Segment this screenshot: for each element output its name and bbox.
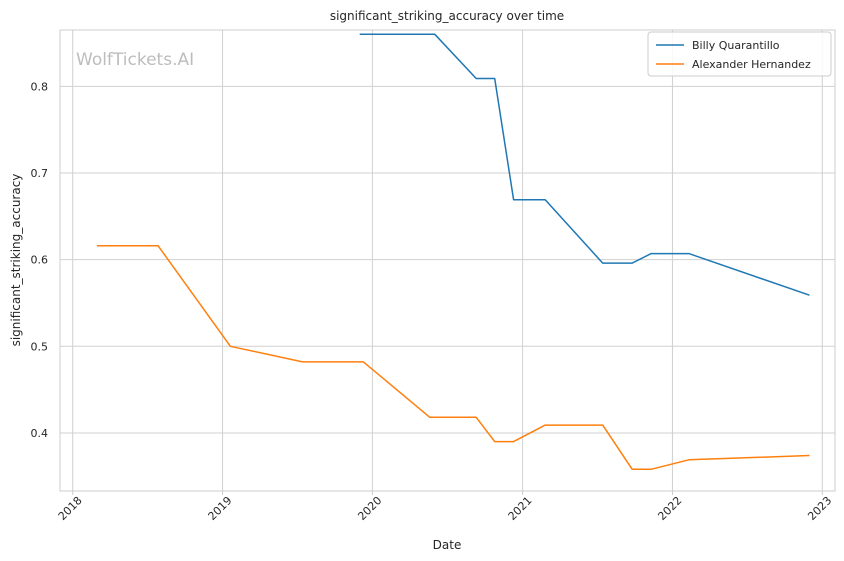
series-lines bbox=[96, 33, 810, 471]
x-axis-title: Date bbox=[433, 538, 462, 552]
plot-frame bbox=[59, 29, 836, 492]
series-line-alexander-hernandez bbox=[96, 245, 810, 471]
legend-label-billy-quarantillo: Billy Quarantillo bbox=[692, 39, 780, 52]
series-line-billy-quarantillo bbox=[359, 33, 810, 296]
watermark: WolfTickets.AI bbox=[76, 50, 194, 70]
y-tick-label: 0.6 bbox=[31, 254, 49, 267]
y-axis-title: significant_striking_accuracy bbox=[9, 174, 23, 347]
legend-box bbox=[647, 31, 832, 77]
y-tick-label: 0.8 bbox=[31, 80, 49, 93]
y-tick-label: 0.7 bbox=[31, 167, 49, 180]
chart-title: significant_striking_accuracy over time bbox=[330, 9, 564, 23]
legend: Billy Quarantillo Alexander Hernandez bbox=[647, 31, 832, 77]
y-tick-label: 0.4 bbox=[31, 427, 49, 440]
y-tick-label: 0.5 bbox=[31, 340, 49, 353]
legend-label-alexander-hernandez: Alexander Hernandez bbox=[692, 58, 811, 71]
y-axis-ticks: 0.4 0.5 0.6 0.7 0.8 bbox=[31, 80, 49, 440]
